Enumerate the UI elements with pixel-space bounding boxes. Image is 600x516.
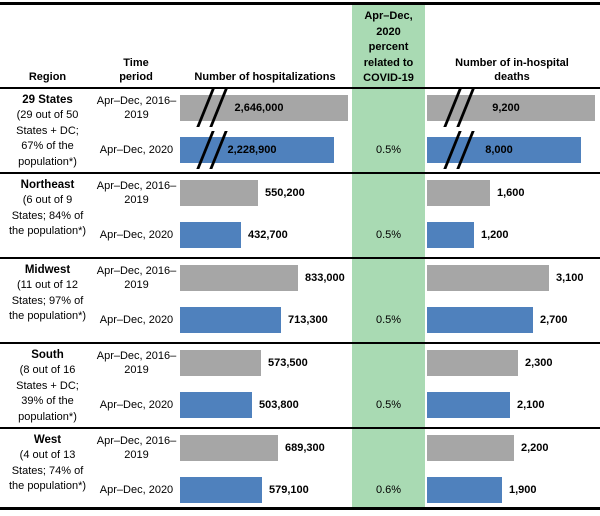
axis-break-marks	[443, 89, 475, 127]
bar-deaths-baseline	[427, 435, 514, 461]
covid-percent-value: 0.5%	[375, 229, 402, 241]
time-period-label-baseline: Apr–Dec, 2016–2019	[96, 435, 177, 461]
bar-value-label: 579,100	[269, 484, 309, 496]
region-label: South (8 out of 16 States + DC; 39% of t…	[2, 347, 93, 425]
time-period-label-pandemic: Apr–Dec, 2020	[99, 483, 174, 496]
bar-hospitalizations-pandemic	[180, 307, 281, 333]
region-row-29-states: 29 States (29 out of 50 States + DC; 67%…	[0, 89, 600, 174]
bar-value-label: 432,700	[248, 229, 288, 241]
bar-deaths-pandemic	[427, 392, 510, 418]
column-header-row: Region Time period Number of hospitaliza…	[0, 5, 600, 89]
region-description: (8 out of 16 States + DC; 39% of the pop…	[16, 364, 79, 423]
region-label: Midwest (11 out of 12 States; 97% of the…	[2, 262, 93, 325]
time-period-label-baseline: Apr–Dec, 2016–2019	[96, 265, 177, 291]
region-name: 29 States	[22, 94, 73, 106]
region-name: West	[33, 434, 62, 446]
bar-hospitalizations-pandemic	[180, 222, 241, 248]
time-period-label-baseline: Apr–Dec, 2016–2019	[96, 350, 177, 376]
region-label: Northeast (6 out of 9 States; 84% of the…	[2, 177, 93, 240]
bar-value-label: 713,300	[288, 314, 328, 326]
bar-deaths-baseline	[427, 350, 518, 376]
column-header-hospitalizations: Number of hospitalizations	[194, 71, 336, 83]
covid-percent-value: 0.5%	[375, 314, 402, 326]
region-row-midwest: Midwest (11 out of 12 States; 97% of the…	[0, 259, 600, 344]
axis-break-marks	[443, 131, 475, 169]
column-header-deaths: Number of in-hospital deaths	[455, 57, 569, 83]
covid-percent-value: 0.6%	[375, 484, 402, 496]
bar-value-label: 503,800	[259, 399, 299, 411]
time-period-label-baseline: Apr–Dec, 2016–2019	[96, 180, 177, 206]
region-description: (11 out of 12 States; 97% of the populat…	[8, 279, 87, 322]
region-row-northeast: Northeast (6 out of 9 States; 84% of the…	[0, 174, 600, 259]
bar-value-label: 1,200	[481, 229, 509, 241]
bar-value-label: 2,228,900	[227, 144, 277, 156]
figure-table: Region Time period Number of hospitaliza…	[0, 5, 600, 512]
bar-value-label: 3,100	[556, 272, 584, 284]
axis-break-marks	[196, 131, 228, 169]
bar-value-label: 2,300	[525, 357, 553, 369]
bar-value-label: 573,500	[268, 357, 308, 369]
bar-deaths-pandemic	[427, 307, 533, 333]
time-period-label-pandemic: Apr–Dec, 2020	[99, 398, 174, 411]
bar-hospitalizations-baseline	[180, 265, 298, 291]
bar-value-label: 833,000	[305, 272, 345, 284]
bar-value-label: 689,300	[285, 442, 325, 454]
covid-percent-value: 0.5%	[375, 144, 402, 156]
bar-hospitalizations-baseline	[180, 180, 258, 206]
time-period-label-pandemic: Apr–Dec, 2020	[99, 143, 174, 156]
bar-value-label: 2,200	[521, 442, 549, 454]
bar-hospitalizations-baseline	[180, 435, 278, 461]
bar-hospitalizations-pandemic	[180, 392, 252, 418]
bar-deaths-baseline	[427, 265, 549, 291]
time-period-label-pandemic: Apr–Dec, 2020	[99, 313, 174, 326]
time-period-label-pandemic: Apr–Dec, 2020	[99, 228, 174, 241]
column-header-covid-percent: Apr–Dec, 2020 percent related to COVID-1…	[363, 10, 414, 84]
bar-deaths-baseline	[427, 180, 490, 206]
region-row-south: South (8 out of 16 States + DC; 39% of t…	[0, 344, 600, 429]
region-label: West (4 out of 13 States; 74% of the pop…	[2, 432, 93, 495]
region-label: 29 States (29 out of 50 States + DC; 67%…	[2, 92, 93, 170]
time-period-label-baseline: Apr–Dec, 2016–2019	[96, 95, 177, 121]
region-description: (6 out of 9 States; 84% of the populatio…	[8, 194, 87, 237]
bar-value-label: 2,700	[540, 314, 568, 326]
bar-value-label: 2,646,000	[234, 102, 284, 114]
region-name: Northeast	[20, 179, 75, 191]
region-name: South	[31, 349, 64, 361]
bar-hospitalizations-baseline	[180, 350, 261, 376]
axis-break-marks	[196, 89, 228, 127]
bar-deaths-pandemic	[427, 222, 474, 248]
column-header-time-period: Time period	[119, 57, 153, 83]
bar-hospitalizations-pandemic	[180, 477, 262, 503]
bar-value-label: 550,200	[265, 187, 305, 199]
region-description: (29 out of 50 States + DC; 67% of the po…	[16, 109, 79, 168]
bar-value-label: 1,900	[509, 484, 537, 496]
covid-percent-value: 0.5%	[375, 399, 402, 411]
region-description: (4 out of 13 States; 74% of the populati…	[8, 449, 87, 492]
bar-value-label: 8,000	[485, 144, 513, 156]
bar-value-label: 2,100	[517, 399, 545, 411]
bottom-border-rule	[0, 507, 600, 510]
top-border-rule	[0, 2, 600, 5]
column-header-region: Region	[28, 71, 67, 83]
region-row-west: West (4 out of 13 States; 74% of the pop…	[0, 429, 600, 512]
bar-value-label: 1,600	[497, 187, 525, 199]
bar-value-label: 9,200	[492, 102, 520, 114]
bar-deaths-pandemic	[427, 477, 502, 503]
region-name: Midwest	[24, 264, 71, 276]
